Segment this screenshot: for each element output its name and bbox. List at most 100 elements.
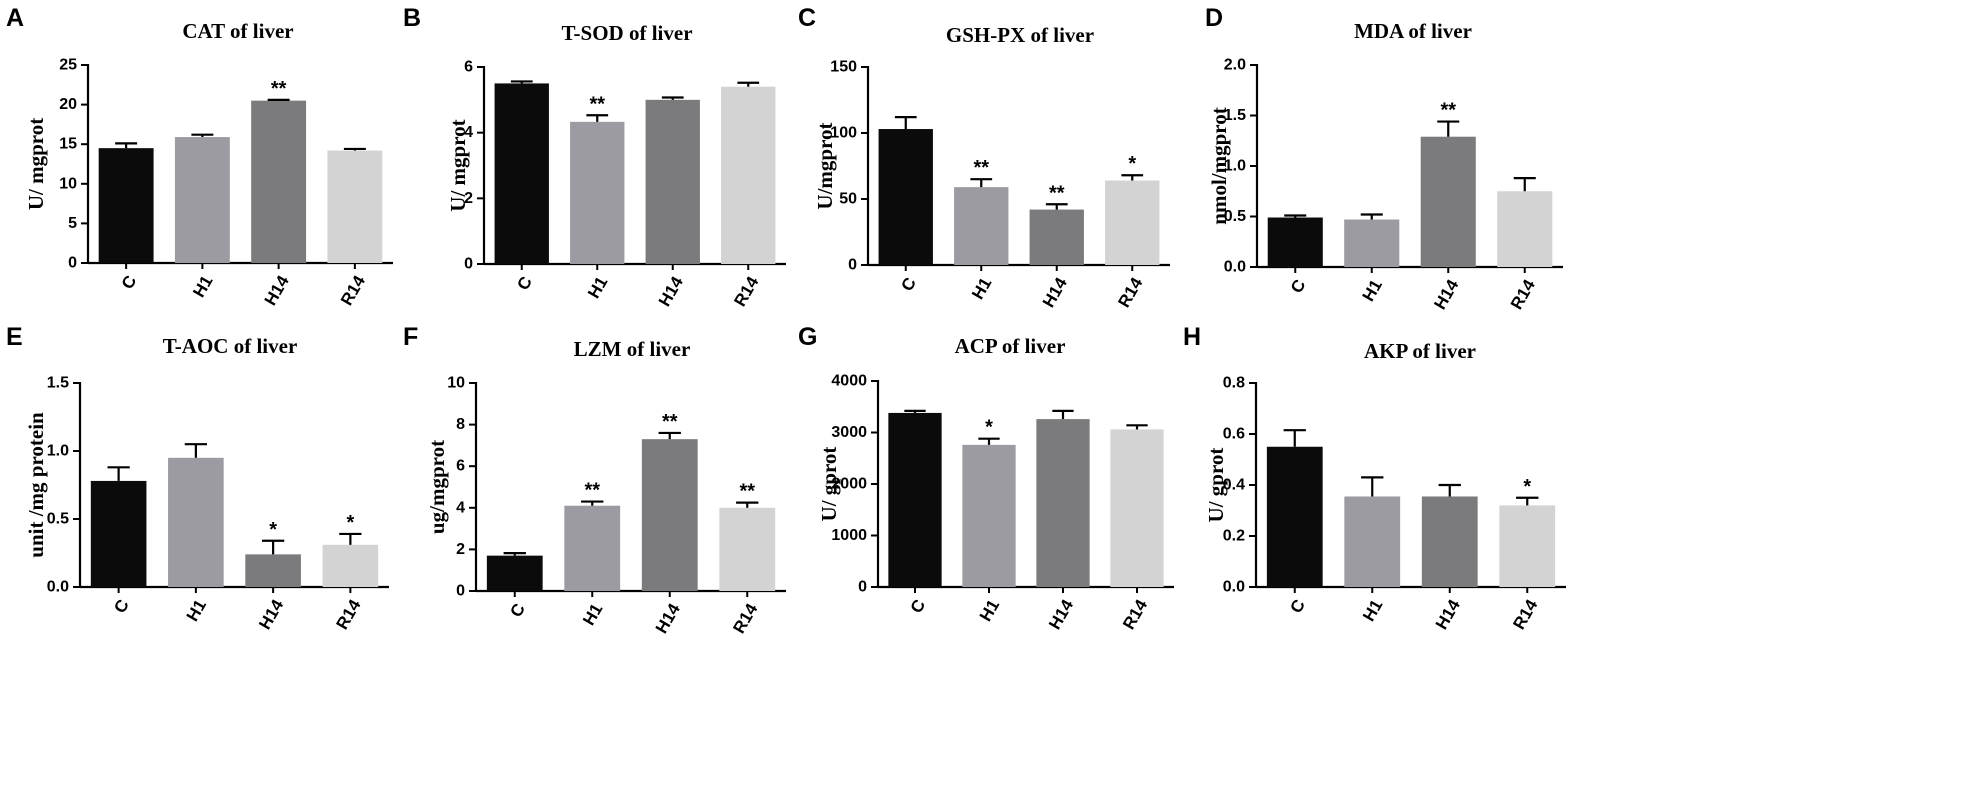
x-tick-label: H1 (579, 600, 606, 628)
bar-h1 (1344, 496, 1401, 587)
x-tick-label: H1 (1359, 596, 1386, 624)
chart-title: GSH-PX of liver (946, 23, 1094, 47)
panel-g: G ACP of liver U/ gprot 0 1000 2000 3000 4000 C *… (798, 323, 1174, 633)
x-tick-label: H1 (1359, 276, 1386, 304)
bar-h14 (645, 99, 700, 264)
chart-title: ACP of liver (955, 334, 1066, 358)
y-tick-label: 100 (830, 125, 857, 142)
significance-marker: ** (584, 480, 600, 502)
x-tick-label: H14 (261, 272, 293, 309)
significance-marker: * (1128, 153, 1136, 175)
x-tick-label: H14 (1045, 596, 1077, 633)
panel-letter: B (403, 4, 421, 32)
y-tick-label: 1.0 (47, 443, 69, 460)
x-tick-label: R14 (1509, 596, 1541, 633)
y-tick-label: 10 (447, 375, 465, 392)
chart-title: LZM of liver (574, 337, 691, 361)
bar-r14 (327, 150, 383, 263)
y-tick-label: 6 (464, 59, 473, 76)
chart-title: AKP of liver (1364, 339, 1476, 363)
x-tick-label: H14 (1039, 274, 1071, 311)
y-axis-label: U/ gprot (817, 447, 841, 522)
y-tick-label: 0.5 (47, 511, 69, 528)
x-tick-label: C (897, 274, 920, 294)
bar-c (888, 412, 942, 587)
y-tick-label: 2 (464, 190, 473, 207)
panel-letter: D (1205, 4, 1223, 32)
x-tick-label: H1 (183, 596, 210, 624)
bar-h14 (641, 439, 698, 591)
significance-marker: ** (271, 78, 287, 100)
bar-r14 (721, 86, 776, 264)
x-tick-label: C (1287, 276, 1310, 296)
bar-h1 (962, 444, 1016, 587)
x-tick-label: H1 (584, 273, 611, 301)
y-tick-label: 0.8 (1223, 375, 1245, 392)
x-tick-label: H14 (655, 273, 687, 310)
x-tick-label: H14 (1432, 596, 1464, 633)
y-tick-label: 6 (456, 458, 465, 475)
x-tick-label: C (1286, 596, 1309, 616)
bar-c (486, 555, 543, 591)
x-tick-label: R14 (337, 272, 369, 309)
chart-title: T-SOD of liver (561, 21, 692, 45)
panel-b: B T-SOD of liver U/ mgprot 0 2 4 6 C ** H1 H14 R14 (403, 4, 786, 310)
bar-h14 (1421, 496, 1478, 587)
bar-c (494, 83, 549, 265)
x-tick-label: H1 (976, 596, 1003, 624)
y-tick-label: 20 (59, 96, 77, 113)
panel-f: F LZM of liver ug/mgprot 0 2 4 6 8 10 C ** H1 ** H14 *… (403, 323, 786, 637)
significance-marker: ** (589, 93, 605, 115)
chart-title: CAT of liver (182, 19, 293, 43)
x-tick-label: C (506, 600, 529, 620)
significance-marker: * (269, 519, 277, 541)
bar-h1 (570, 121, 625, 264)
bar-r14 (1105, 180, 1160, 265)
x-tick-label: H1 (189, 272, 216, 300)
y-tick-label: 4 (456, 499, 465, 516)
x-tick-label: R14 (1119, 596, 1151, 633)
x-tick-label: R14 (333, 596, 365, 633)
significance-marker: ** (1440, 100, 1456, 122)
x-tick-label: H14 (255, 596, 287, 633)
bar-r14 (1499, 505, 1556, 587)
panel-letter: F (403, 323, 418, 351)
x-tick-label: C (110, 596, 133, 616)
bar-c (90, 480, 147, 587)
y-axis-label: unit /mg protein (24, 412, 48, 558)
panel-letter: H (1183, 323, 1201, 351)
chart-title: T-AOC of liver (163, 334, 298, 358)
panel-d: D MDA of liver nmol/mgprot 0.0 0.5 1.0 1.5 2.0 C… (1205, 4, 1563, 313)
x-tick-label: R14 (729, 600, 761, 637)
y-tick-label: 0.0 (47, 579, 69, 596)
y-tick-label: 0 (464, 256, 473, 273)
bar-h1 (168, 457, 224, 587)
y-tick-label: 1.5 (47, 375, 69, 392)
x-tick-label: H1 (968, 274, 995, 302)
y-tick-label: 15 (59, 136, 77, 153)
bar-h14 (1029, 209, 1084, 265)
x-tick-label: H14 (652, 600, 684, 637)
y-tick-label: 4000 (831, 373, 867, 390)
x-tick-label: C (118, 272, 141, 292)
bar-r14 (1497, 191, 1553, 267)
bar-r14 (1110, 429, 1164, 587)
panel-letter: G (798, 323, 817, 351)
y-axis-label: U/ mgprot (24, 118, 48, 210)
bar-h1 (564, 505, 621, 591)
panel-letter: E (6, 323, 23, 351)
y-tick-label: 0.5 (1224, 208, 1246, 225)
y-axis-label: U/ mgprot (446, 119, 470, 211)
y-tick-label: 0 (848, 257, 857, 274)
significance-marker: * (985, 417, 993, 439)
bar-h1 (1344, 219, 1400, 267)
x-tick-label: R14 (730, 273, 762, 310)
y-tick-label: 50 (839, 191, 857, 208)
significance-marker: * (346, 512, 354, 534)
y-axis-label: U/ gprot (1204, 448, 1228, 523)
bar-c (1267, 217, 1323, 267)
panel-letter: C (798, 4, 816, 32)
y-tick-label: 0.4 (1223, 477, 1245, 494)
